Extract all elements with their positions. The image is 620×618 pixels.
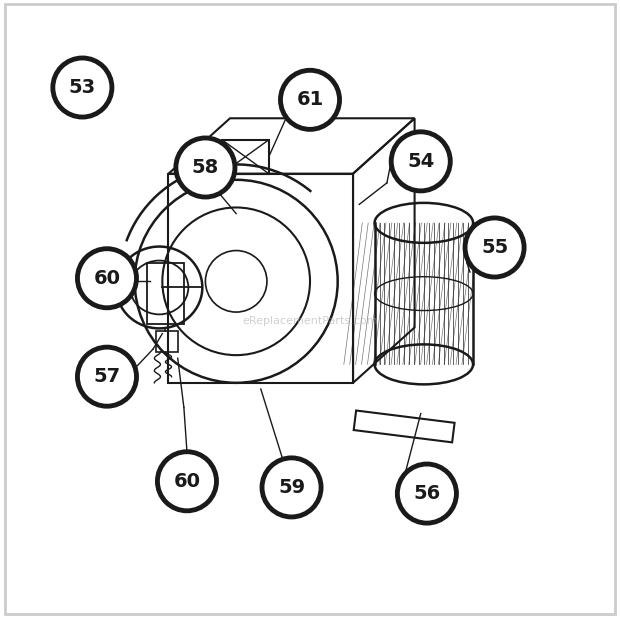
Text: 57: 57: [94, 367, 120, 386]
Circle shape: [53, 58, 112, 117]
Circle shape: [262, 458, 321, 517]
Circle shape: [78, 248, 136, 308]
Circle shape: [397, 464, 456, 523]
Text: 60: 60: [94, 269, 120, 288]
Text: 54: 54: [407, 152, 435, 171]
Text: 55: 55: [481, 238, 508, 257]
Text: 53: 53: [69, 78, 96, 97]
Circle shape: [465, 218, 524, 277]
Text: 58: 58: [192, 158, 219, 177]
Text: 56: 56: [414, 484, 441, 503]
Circle shape: [176, 138, 235, 197]
Text: eReplacementParts.com: eReplacementParts.com: [242, 316, 378, 326]
Circle shape: [280, 70, 340, 129]
Text: 61: 61: [296, 90, 324, 109]
Text: 59: 59: [278, 478, 305, 497]
Circle shape: [78, 347, 136, 406]
Circle shape: [157, 452, 216, 511]
Text: 60: 60: [174, 472, 200, 491]
Circle shape: [391, 132, 450, 191]
